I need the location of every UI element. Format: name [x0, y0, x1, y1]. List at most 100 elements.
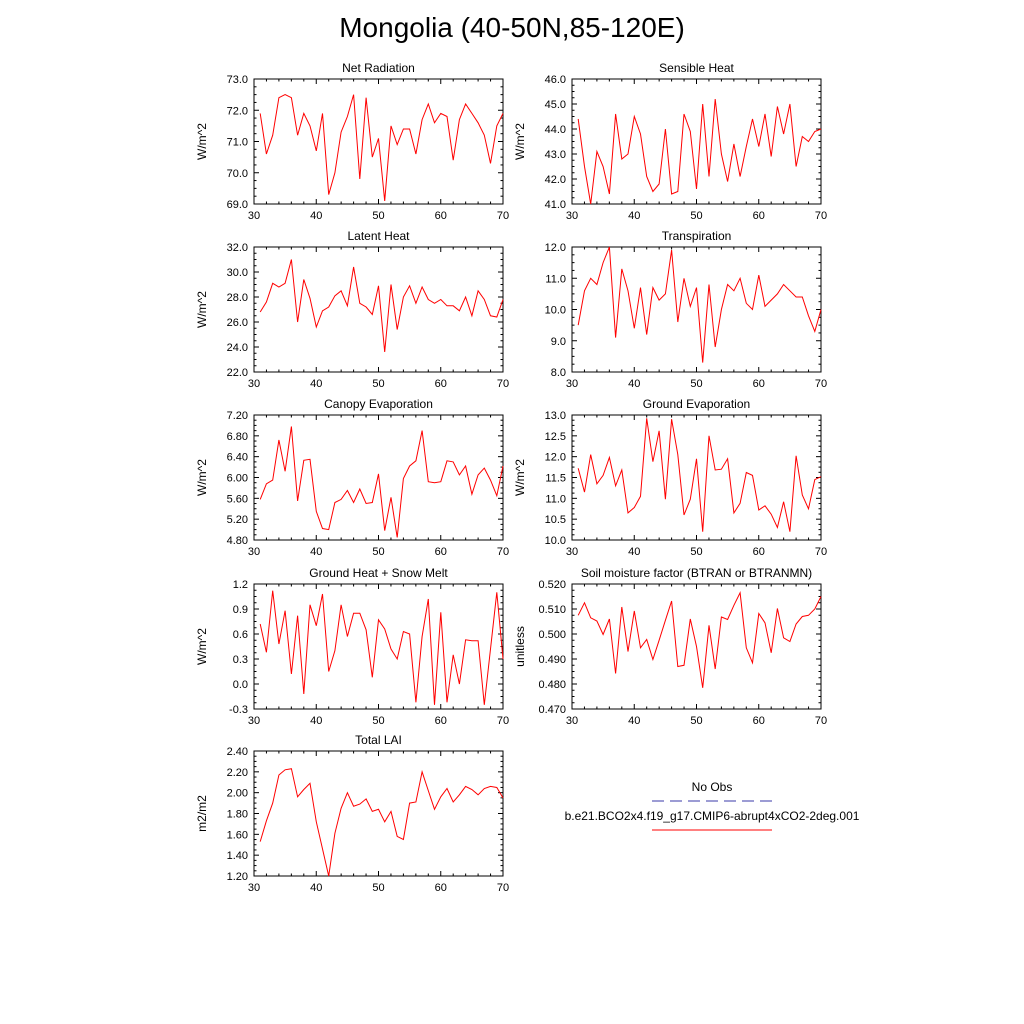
y-tick-label: 42.0 — [545, 174, 566, 186]
y-tick-label: 10.5 — [545, 514, 566, 526]
panel-canopy-evaporation: 30 40 50 60 70 4.80 5.20 5.60 6.00 6.40 6.80 7.20 Ca… — [195, 397, 509, 558]
y-axis-label: m2/m2 — [195, 795, 209, 832]
y-tick-label: 12.0 — [545, 452, 566, 464]
x-tick-label: 30 — [248, 715, 260, 727]
x-tick-label: 60 — [435, 378, 447, 390]
x-tick-label: 60 — [753, 210, 765, 222]
x-tick-label: 70 — [497, 378, 509, 390]
panel-title: Ground Evaporation — [643, 397, 750, 411]
series-line — [577, 418, 822, 532]
figure-title: Mongolia (40-50N,85-120E) — [339, 12, 685, 43]
panel-title: Net Radiation — [342, 61, 415, 75]
panel-title: Soil moisture factor (BTRAN or BTRANMN) — [581, 566, 812, 580]
panel-frame — [253, 246, 504, 373]
y-tick-label: 13.0 — [545, 410, 566, 422]
series-line — [577, 591, 822, 688]
x-tick-label: 70 — [815, 378, 827, 390]
panel-title: Latent Heat — [347, 229, 410, 243]
x-tick-label: 50 — [372, 210, 384, 222]
panel-transpiration: 30 40 50 60 70 8.0 9.0 10.0 11.0 12.0 Transpiratio… — [545, 229, 828, 390]
x-tick-label: 70 — [497, 210, 509, 222]
panel-soil-moisture-factor-btran-or-btranmn: 30 40 50 60 70 0.470 0.480 0.490 0.500 0.510 0.520… — [513, 566, 827, 727]
y-tick-label: 6.00 — [227, 473, 248, 485]
panel-title: Canopy Evaporation — [324, 397, 433, 411]
y-tick-label: 0.500 — [538, 629, 566, 641]
panel-frame — [253, 583, 504, 710]
panel-title: Sensible Heat — [659, 61, 734, 75]
x-tick-label: 30 — [248, 378, 260, 390]
x-tick-label: 30 — [248, 546, 260, 558]
y-tick-label: 0.490 — [538, 654, 566, 666]
x-tick-label: 30 — [566, 210, 578, 222]
y-tick-label: 6.40 — [227, 452, 248, 464]
y-tick-label: 2.20 — [227, 767, 248, 779]
y-axis-label: W/m^2 — [513, 123, 527, 160]
y-tick-label: 1.40 — [227, 850, 248, 862]
y-tick-label: 12.0 — [545, 242, 566, 254]
y-tick-label: 1.20 — [227, 871, 248, 883]
y-tick-label: 0.0 — [233, 679, 248, 691]
x-tick-label: 70 — [815, 715, 827, 727]
y-tick-label: 7.20 — [227, 410, 248, 422]
y-tick-label: 2.00 — [227, 788, 248, 800]
panel-ground-heat-snow-melt: 30 40 50 60 70 -0.3 0.0 0.3 0.6 0.9 1.2 Ground Heat… — [195, 566, 509, 727]
y-tick-label: 0.6 — [233, 629, 248, 641]
x-tick-label: 70 — [497, 882, 509, 894]
x-tick-label: 60 — [435, 715, 447, 727]
y-tick-label: 0.3 — [233, 654, 248, 666]
x-tick-label: 40 — [310, 715, 322, 727]
x-tick-label: 40 — [310, 210, 322, 222]
x-tick-label: 40 — [628, 715, 640, 727]
y-tick-label: 8.0 — [551, 367, 566, 379]
y-tick-label: 0.480 — [538, 679, 566, 691]
y-tick-label: 24.0 — [227, 342, 248, 354]
x-tick-label: 50 — [372, 882, 384, 894]
y-tick-label: 32.0 — [227, 242, 248, 254]
y-tick-label: 5.60 — [227, 493, 248, 505]
x-tick-label: 40 — [310, 546, 322, 558]
x-tick-label: 40 — [628, 210, 640, 222]
y-tick-label: 0.510 — [538, 604, 566, 616]
series-line — [259, 768, 504, 877]
x-tick-label: 60 — [435, 546, 447, 558]
y-tick-label: 10.0 — [545, 535, 566, 547]
y-tick-label: 11.0 — [545, 493, 566, 505]
panel-title: Total LAI — [355, 733, 402, 747]
series-line — [259, 94, 504, 201]
y-tick-label: 44.0 — [545, 124, 566, 136]
panel-ground-evaporation: 30 40 50 60 70 10.0 10.5 11.0 11.5 12.0 12.5 13.0 Gr… — [513, 397, 827, 558]
series-line — [259, 426, 504, 538]
y-axis-label: W/m^2 — [195, 459, 209, 496]
x-tick-label: 40 — [628, 378, 640, 390]
y-axis-label: unitless — [513, 626, 527, 667]
x-tick-label: 70 — [815, 210, 827, 222]
y-tick-label: 11.5 — [545, 473, 566, 485]
y-tick-label: 10.0 — [545, 305, 566, 317]
x-tick-label: 50 — [690, 378, 702, 390]
y-tick-label: 69.0 — [227, 199, 248, 211]
x-tick-label: 70 — [815, 546, 827, 558]
y-tick-label: 73.0 — [227, 74, 248, 86]
x-tick-label: 40 — [310, 882, 322, 894]
x-tick-label: 50 — [690, 715, 702, 727]
y-tick-label: 45.0 — [545, 99, 566, 111]
x-tick-label: 30 — [248, 210, 260, 222]
y-tick-label: 28.0 — [227, 292, 248, 304]
y-axis-label: W/m^2 — [513, 459, 527, 496]
y-tick-label: 11.0 — [545, 273, 566, 285]
y-tick-label: 4.80 — [227, 535, 248, 547]
x-tick-label: 60 — [753, 715, 765, 727]
y-tick-label: 2.40 — [227, 746, 248, 758]
panel-title: Ground Heat + Snow Melt — [309, 566, 448, 580]
panel-net-radiation: 30 40 50 60 70 69.0 70.0 71.0 72.0 73.0 Net Radiat… — [195, 61, 509, 222]
x-tick-label: 50 — [372, 546, 384, 558]
y-tick-label: 6.80 — [227, 431, 248, 443]
x-tick-label: 30 — [566, 546, 578, 558]
x-tick-label: 30 — [566, 378, 578, 390]
y-tick-label: 0.520 — [538, 579, 566, 591]
panel-frame — [571, 246, 822, 373]
y-tick-label: 1.60 — [227, 829, 248, 841]
y-tick-label: 72.0 — [227, 105, 248, 117]
legend-obs-label: No Obs — [692, 780, 733, 794]
